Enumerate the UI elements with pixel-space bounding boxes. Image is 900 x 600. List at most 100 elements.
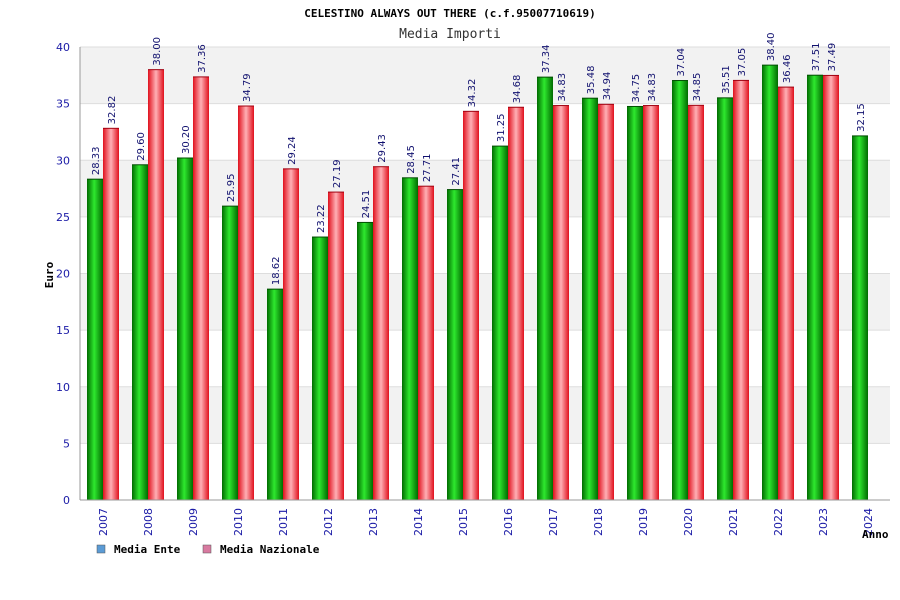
plot-band: [80, 330, 890, 387]
y-axis-label: Euro: [43, 261, 56, 288]
x-tick-label: 2022: [772, 508, 785, 536]
data-label: 37.34: [541, 44, 552, 73]
data-label: 32.82: [107, 96, 118, 125]
bar-media-nazionale: [823, 75, 839, 500]
bar-media-nazionale: [283, 168, 299, 500]
data-label: 29.24: [287, 136, 298, 165]
x-tick-label: 2010: [232, 508, 245, 536]
chart-subtitle: Media Importi: [399, 27, 501, 42]
data-label: 27.41: [451, 157, 462, 186]
y-tick-label: 10: [56, 381, 70, 394]
data-label: 29.60: [136, 132, 147, 161]
data-label: 36.46: [782, 54, 793, 83]
bar-media-ente: [762, 65, 778, 501]
data-label: 25.95: [226, 173, 237, 202]
data-label: 30.20: [181, 125, 192, 154]
bar-media-ente: [447, 189, 463, 500]
x-tick-label: 2016: [502, 508, 515, 536]
plot-band: [80, 47, 890, 104]
data-label: 27.19: [332, 159, 343, 188]
data-label: 31.25: [496, 113, 507, 142]
data-label: 38.40: [766, 32, 777, 61]
data-label: 28.33: [91, 147, 102, 176]
plot-background: [80, 47, 890, 500]
data-label: 35.48: [586, 66, 597, 95]
x-axis-ticks: 2007 2008 2009 2010 2011 2012 2013 2014 2015 2016…: [97, 508, 875, 536]
data-label: 34.79: [242, 73, 253, 102]
x-tick-label: 2018: [592, 508, 605, 536]
y-tick-label: 5: [63, 437, 70, 450]
data-label: 34.83: [647, 73, 658, 102]
data-label: 29.43: [377, 134, 388, 163]
x-tick-label: 2021: [727, 508, 740, 536]
bar-media-ente: [87, 179, 103, 500]
bar-media-ente: [852, 135, 868, 500]
bar-data-labels: 28.33 32.82 29.60 38.00 30.20 37.36 25.95 34.79…: [91, 32, 867, 285]
data-label: 24.51: [361, 190, 372, 219]
bar-media-nazionale: [238, 106, 254, 501]
bar-media-ente: [177, 157, 193, 501]
plot-band: [80, 443, 890, 500]
bar-media-ente: [357, 222, 373, 500]
x-tick-label: 2007: [97, 508, 110, 536]
legend-label-media-ente: Media Ente: [114, 543, 181, 556]
bar-media-nazionale: [463, 111, 479, 501]
x-tick-label: 2020: [682, 508, 695, 536]
plot-band: [80, 160, 890, 217]
bar-media-ente: [492, 146, 508, 500]
x-tick-label: 2012: [322, 508, 335, 536]
data-label: 32.15: [856, 103, 867, 132]
bar-media-nazionale: [553, 105, 569, 501]
data-label: 37.51: [811, 43, 822, 72]
data-label: 34.85: [692, 73, 703, 102]
x-axis-label: Anno: [862, 528, 889, 541]
x-tick-label: 2014: [412, 508, 425, 536]
bar-media-ente: [582, 98, 598, 501]
bar-media-nazionale: [373, 166, 389, 500]
data-label: 37.05: [737, 48, 748, 77]
data-label: 35.51: [721, 65, 732, 94]
y-axis-ticks: 0 5 10 15 20 25 30 35 40: [56, 41, 70, 507]
plot-band: [80, 103, 890, 161]
y-tick-label: 40: [56, 41, 70, 54]
x-tick-label: 2013: [367, 508, 380, 536]
bar-media-ente: [537, 77, 553, 500]
bar-media-ente: [672, 80, 688, 500]
data-label: 34.32: [467, 79, 478, 108]
bar-media-nazionale: [778, 87, 794, 500]
bar-media-nazionale: [733, 80, 749, 500]
y-tick-label: 25: [56, 211, 70, 224]
bar-media-ente: [402, 177, 418, 500]
bar-media-ente: [627, 106, 643, 501]
bar-media-nazionale: [103, 128, 119, 500]
bar-media-ente: [222, 206, 238, 500]
legend-swatch-media-nazionale: [202, 544, 212, 554]
x-tick-label: 2023: [817, 508, 830, 536]
x-tick-label: 2024: [862, 508, 875, 536]
bar-media-nazionale: [643, 105, 659, 501]
bar-media-ente: [312, 237, 328, 500]
x-tick-label: 2008: [142, 508, 155, 536]
legend: Media Ente Media Nazionale: [96, 543, 320, 556]
bar-media-nazionale: [193, 76, 209, 500]
x-tick-label: 2015: [457, 508, 470, 536]
bars: [87, 64, 868, 501]
data-label: 34.68: [512, 75, 523, 104]
legend-swatch-media-ente: [96, 544, 106, 554]
chart-title: CELESTINO ALWAYS OUT THERE (c.f.95007710…: [304, 7, 595, 20]
y-tick-label: 0: [63, 494, 70, 507]
data-label: 27.71: [422, 154, 433, 183]
bar-media-ente: [132, 164, 148, 500]
x-tick-label: 2017: [547, 508, 560, 536]
x-tick-label: 2011: [277, 508, 290, 536]
bar-media-nazionale: [148, 69, 164, 501]
x-tick-label: 2019: [637, 508, 650, 536]
y-tick-label: 20: [56, 268, 70, 281]
y-tick-label: 30: [56, 154, 70, 167]
data-label: 34.83: [557, 73, 568, 102]
x-tick-label: 2009: [187, 508, 200, 536]
bar-media-nazionale: [688, 105, 704, 500]
bar-media-ente: [807, 75, 823, 500]
data-label: 38.00: [152, 37, 163, 66]
